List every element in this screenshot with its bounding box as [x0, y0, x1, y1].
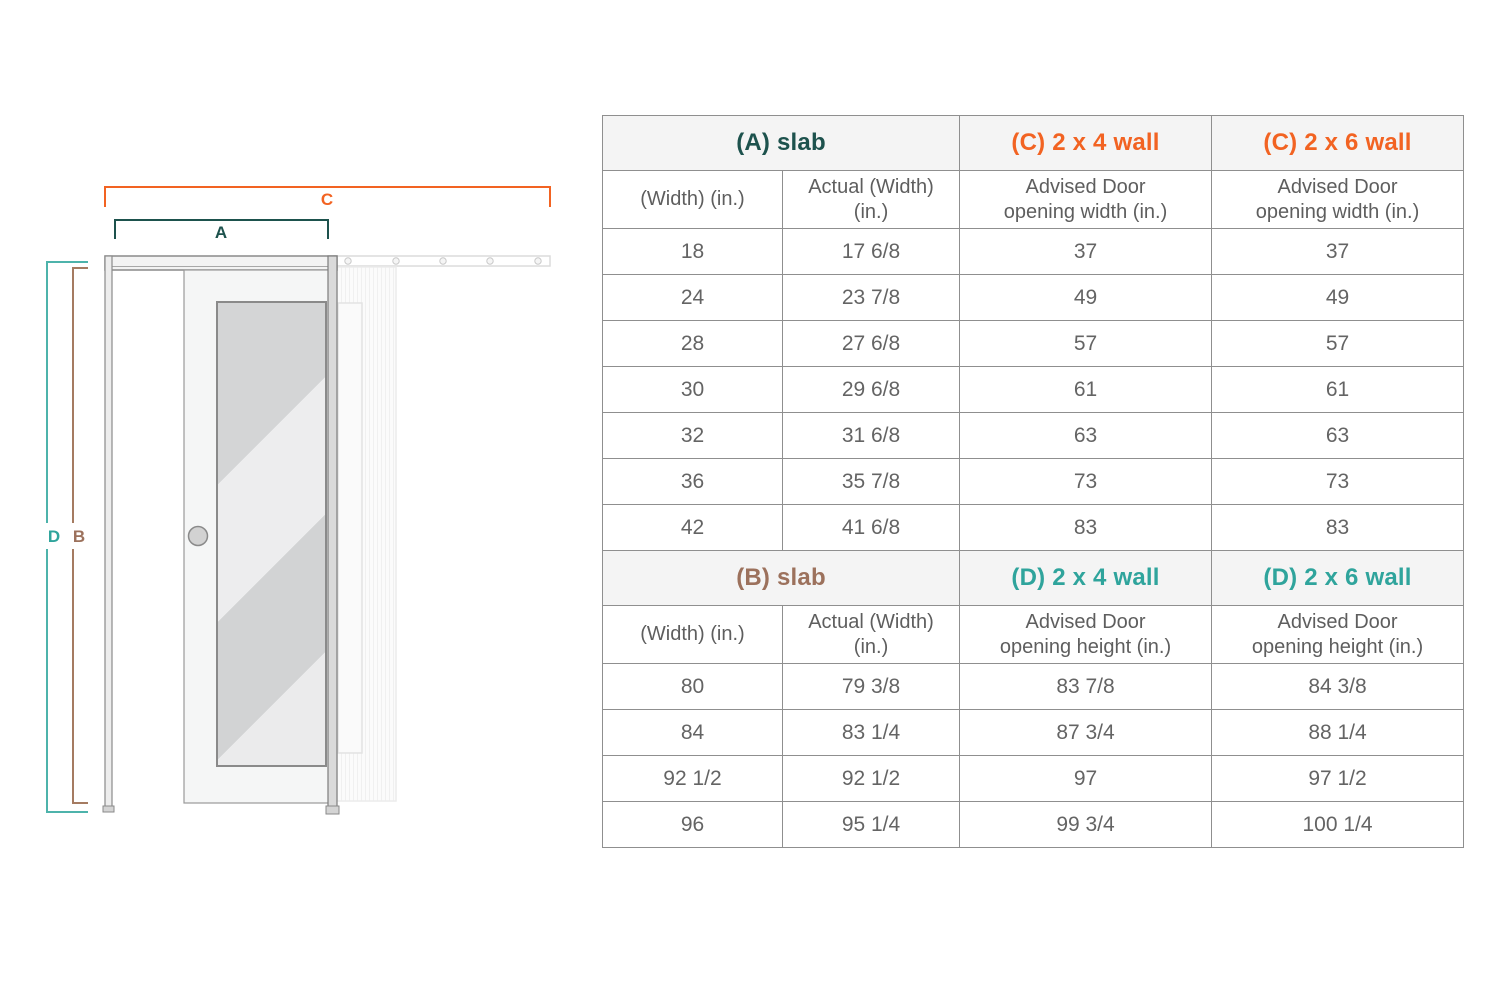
value-cell: 83	[959, 504, 1213, 551]
value-cell: 29 6/8	[781, 366, 961, 413]
column-header-row: (Width) (in.) Actual (Width) (in.) Advised…	[602, 170, 1465, 229]
door-glass-panel	[216, 301, 327, 767]
left-jamb	[102, 255, 115, 813]
dimension-label-d: D	[48, 527, 60, 546]
value-cell: 84	[602, 709, 783, 756]
value-cell: 27 6/8	[781, 320, 961, 367]
door-size-table: (A) slab (C) 2 x 4 wall (C) 2 x 6 wall (Wid…	[601, 115, 1465, 848]
value-cell: 35 7/8	[781, 458, 961, 505]
value-cell: 88 1/4	[1211, 709, 1465, 756]
value-cell: 73	[959, 458, 1213, 505]
value-cell: 80	[602, 663, 783, 710]
value-cell: 18	[602, 228, 783, 275]
value-cell: 83 7/8	[959, 663, 1213, 710]
value-cell: 79 3/8	[781, 663, 961, 710]
wall-track	[333, 255, 551, 267]
dimension-label-b: B	[73, 527, 85, 546]
dimension-bracket-b: B	[68, 267, 88, 804]
track-screw-icon	[486, 257, 494, 265]
column-header-row: (Width) (in.) Actual (Width) (in.) Advised…	[602, 605, 1465, 664]
value-cell: 49	[959, 274, 1213, 321]
table-row: 18 17 6/8 37 37	[602, 228, 1465, 275]
value-cell: 100 1/4	[1211, 801, 1465, 848]
value-cell: 61	[1211, 366, 1465, 413]
door-knob	[187, 525, 209, 547]
value-cell: 95 1/4	[781, 801, 961, 848]
dimension-label-c: C	[321, 190, 333, 209]
value-cell: 99 3/4	[959, 801, 1213, 848]
value-cell: 37	[1211, 228, 1465, 275]
section-header-row: (B) slab (D) 2 x 4 wall (D) 2 x 6 wall	[601, 550, 1465, 606]
value-cell: 31 6/8	[781, 412, 961, 459]
value-cell: 24	[602, 274, 783, 321]
table-row: 96 95 1/4 99 3/4 100 1/4	[602, 801, 1465, 848]
table-row: 32 31 6/8 63 63	[602, 412, 1465, 459]
section-header-cell: (C) 2 x 4 wall	[959, 115, 1213, 171]
value-cell: 57	[959, 320, 1213, 367]
value-cell: 92 1/2	[781, 755, 961, 802]
column-header-cell: Advised Door opening height (in.)	[959, 605, 1213, 664]
value-cell: 97	[959, 755, 1213, 802]
value-cell: 73	[1211, 458, 1465, 505]
value-cell: 32	[602, 412, 783, 459]
value-cell: 63	[959, 412, 1213, 459]
value-cell: 23 7/8	[781, 274, 961, 321]
door-slab	[183, 269, 332, 804]
value-cell: 63	[1211, 412, 1465, 459]
track-screw-icon	[344, 257, 352, 265]
table-row: 42 41 6/8 83 83	[602, 504, 1465, 551]
table-row: 80 79 3/8 83 7/8 84 3/8	[602, 663, 1465, 710]
value-cell: 96	[602, 801, 783, 848]
column-header-cell: Actual (Width) (in.)	[781, 605, 961, 664]
table-row: 30 29 6/8 61 61	[602, 366, 1465, 413]
section-header-cell: (D) 2 x 6 wall	[1211, 550, 1465, 606]
value-cell: 97 1/2	[1211, 755, 1465, 802]
value-cell: 92 1/2	[602, 755, 783, 802]
door-frame-header	[104, 255, 338, 271]
value-cell: 28	[602, 320, 783, 367]
section-header-cell: (C) 2 x 6 wall	[1211, 115, 1465, 171]
section-header-cell: (D) 2 x 4 wall	[959, 550, 1213, 606]
dimension-bracket-d: D	[44, 261, 88, 813]
right-jamb	[325, 255, 340, 815]
value-cell: 84 3/8	[1211, 663, 1465, 710]
column-header-cell: Advised Door opening height (in.)	[1211, 605, 1465, 664]
dimension-bracket-c: C	[104, 186, 551, 209]
value-cell: 83	[1211, 504, 1465, 551]
pocket-ghost-door	[336, 266, 397, 802]
value-cell: 87 3/4	[959, 709, 1213, 756]
column-header-cell: Advised Door opening width (in.)	[959, 170, 1213, 229]
value-cell: 37	[959, 228, 1213, 275]
value-cell: 30	[602, 366, 783, 413]
door-size-table-body: (A) slab (C) 2 x 4 wall (C) 2 x 6 wall (Wid…	[601, 115, 1465, 848]
track-screw-icon	[439, 257, 447, 265]
value-cell: 36	[602, 458, 783, 505]
section-header-cell: (B) slab	[601, 550, 961, 606]
dimension-label-a: A	[215, 223, 227, 242]
table-row: 84 83 1/4 87 3/4 88 1/4	[602, 709, 1465, 756]
dimension-bracket-a: A	[114, 219, 329, 242]
section-header-cell: (A) slab	[601, 115, 961, 171]
section-header-row: (A) slab (C) 2 x 4 wall (C) 2 x 6 wall	[601, 115, 1465, 171]
table-row: 24 23 7/8 49 49	[602, 274, 1465, 321]
table-row: 28 27 6/8 57 57	[602, 320, 1465, 367]
value-cell: 83 1/4	[781, 709, 961, 756]
value-cell: 17 6/8	[781, 228, 961, 275]
table-row: 36 35 7/8 73 73	[602, 458, 1465, 505]
door-diagram: C A D B	[44, 186, 551, 815]
column-header-cell: Actual (Width) (in.)	[781, 170, 961, 229]
value-cell: 42	[602, 504, 783, 551]
value-cell: 57	[1211, 320, 1465, 367]
value-cell: 41 6/8	[781, 504, 961, 551]
table-row: 92 1/2 92 1/2 97 97 1/2	[602, 755, 1465, 802]
column-header-cell: (Width) (in.)	[602, 605, 783, 664]
column-header-cell: (Width) (in.)	[602, 170, 783, 229]
value-cell: 49	[1211, 274, 1465, 321]
value-cell: 61	[959, 366, 1213, 413]
track-screw-icon	[392, 257, 400, 265]
track-screw-icon	[534, 257, 542, 265]
column-header-cell: Advised Door opening width (in.)	[1211, 170, 1465, 229]
